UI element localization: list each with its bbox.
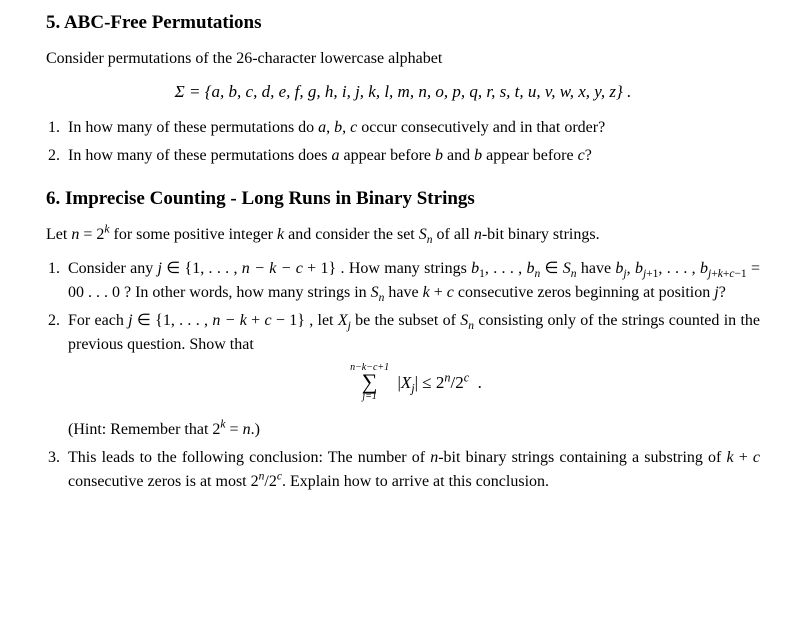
summation-symbol: n−k−c+1 ∑ j=1	[350, 363, 389, 401]
hint: (Hint: Remember that 2k = n.)	[68, 418, 760, 442]
sigma-definition: Σ = {a, b, c, d, e, f, g, h, i, j, k, l,…	[46, 82, 760, 102]
sec5-questions: In how many of these permutations do a, …	[64, 116, 760, 168]
sec5-intro: Consider permutations of the 26-characte…	[46, 48, 760, 70]
section-5-title: 5. ABC-Free Permutations	[46, 12, 760, 34]
section-6-title: 6. Imprecise Counting - Long Runs in Bin…	[46, 188, 760, 210]
page: { "sec5": { "title": "5. ABC-Free Permut…	[0, 0, 806, 526]
sec6-questions: Consider any j ∈ {1, . . . , n − k − c +…	[64, 257, 760, 493]
sec6-q3: This leads to the following conclusion: …	[64, 446, 760, 494]
sec6-intro: Let n = 2k for some positive integer k a…	[46, 224, 760, 246]
sec6-q1: Consider any j ∈ {1, . . . , n − k − c +…	[64, 257, 760, 305]
sec6-q2: For each j ∈ {1, . . . , n − k + c − 1} …	[64, 309, 760, 441]
summation-display: n−k−c+1 ∑ j=1 |Xj| ≤ 2n/2c .	[68, 363, 760, 401]
sec5-q2: In how many of these permutations does a…	[64, 144, 760, 168]
sec5-q1: In how many of these permutations do a, …	[64, 116, 760, 140]
